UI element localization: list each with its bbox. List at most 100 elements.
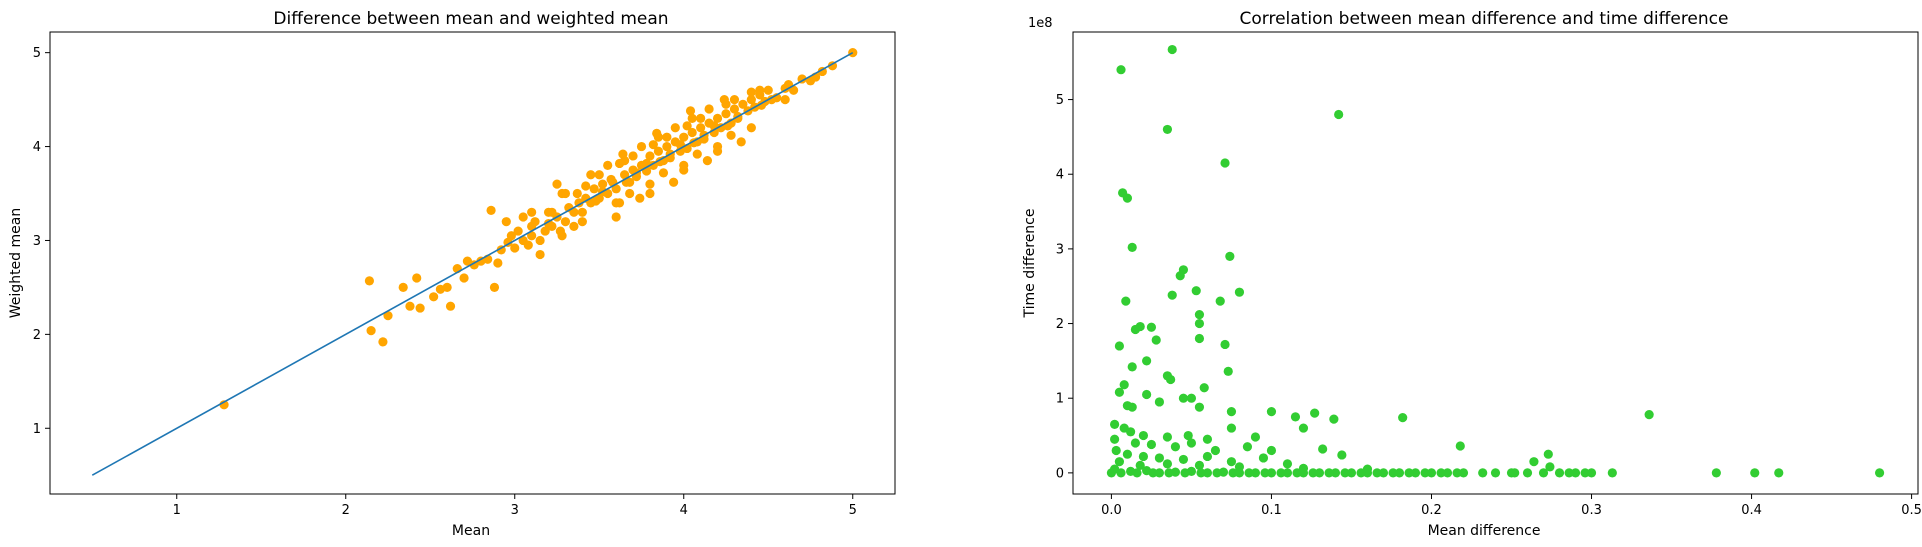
y-tick-label: 3	[33, 234, 41, 249]
scatter-point	[1151, 335, 1161, 345]
scatter-point	[535, 235, 545, 246]
scatter-point	[658, 168, 669, 178]
x-tick-label: 3	[511, 503, 519, 518]
scatter-point	[721, 109, 731, 119]
scatter-point	[510, 243, 520, 253]
scatter-point	[1452, 468, 1462, 478]
scatter-point	[746, 87, 756, 97]
scatter-point	[1276, 468, 1286, 478]
scatter-point	[527, 207, 537, 217]
chart-right-title: Correlation between mean difference and …	[1240, 9, 1729, 29]
scatter-point	[603, 160, 613, 170]
scatter-point	[1282, 459, 1293, 469]
scatter-point	[1266, 468, 1277, 478]
scatter-point	[429, 292, 439, 302]
scatter-point	[670, 123, 680, 133]
scatter-point	[1162, 124, 1173, 135]
scatter-point	[1122, 449, 1133, 459]
scatter-point	[628, 151, 638, 161]
scatter-point	[523, 240, 533, 250]
scatter-point	[1266, 445, 1277, 456]
scatter-point	[1223, 366, 1233, 376]
scatter-point	[1194, 460, 1205, 470]
scatter-point	[1337, 450, 1347, 460]
scatter-point	[1292, 468, 1302, 478]
scatter-point	[1538, 468, 1549, 478]
scatter-point	[445, 301, 456, 311]
chart-right-offset-text: 1e8	[1028, 16, 1053, 31]
scatter-point	[1362, 468, 1373, 478]
scatter-point	[489, 282, 500, 293]
x-tick-label: 0.2	[1421, 503, 1442, 518]
scatter-point	[1394, 468, 1405, 478]
scatter-point	[1146, 439, 1157, 450]
scatter-point	[547, 207, 557, 217]
chart-right-frame	[1072, 31, 1919, 495]
scatter-point	[398, 282, 408, 293]
scatter-point	[1186, 393, 1197, 403]
chart-left: Difference between mean and weighted mea…	[8, 9, 896, 539]
y-tick-label: 2	[1056, 317, 1064, 332]
scatter-point	[1162, 459, 1173, 469]
scatter-point	[1228, 468, 1238, 478]
scatter-point	[1750, 468, 1760, 478]
scatter-point	[1142, 356, 1152, 366]
scatter-point	[648, 140, 658, 150]
scatter-point	[1242, 442, 1253, 452]
scatter-point	[1308, 468, 1318, 478]
scatter-point	[1122, 193, 1133, 203]
scatter-point	[729, 95, 740, 105]
scatter-point	[459, 273, 469, 283]
scatter-point	[1258, 453, 1269, 463]
y-tick-label: 2	[33, 328, 41, 343]
scatter-point	[1167, 290, 1177, 300]
scatter-point	[1310, 408, 1320, 418]
scatter-point	[586, 170, 596, 180]
scatter-point	[1166, 374, 1176, 385]
scatter-point	[687, 127, 697, 138]
scatter-point	[493, 258, 503, 268]
scatter-point	[1148, 468, 1158, 478]
scatter-point	[645, 188, 655, 199]
scatter-point	[577, 207, 587, 217]
scatter-point	[1346, 468, 1357, 478]
scatter-point	[704, 104, 714, 114]
scatter-point	[1114, 341, 1125, 351]
scatter-point	[1250, 468, 1261, 478]
scatter-point	[513, 226, 523, 236]
scatter-point	[1490, 468, 1501, 478]
y-tick-label: 4	[1056, 168, 1064, 183]
scatter-point	[1329, 414, 1339, 424]
x-tick-label: 2	[342, 503, 350, 518]
scatter-point	[702, 156, 713, 166]
scatter-point	[625, 188, 635, 199]
scatter-point	[1570, 468, 1581, 478]
scatter-point	[712, 146, 723, 156]
scatter-point	[1234, 468, 1245, 478]
chart-right: Correlation between mean difference and …	[1022, 9, 1922, 539]
scatter-point	[1436, 468, 1446, 478]
y-tick-label: 4	[33, 140, 41, 155]
scatter-point	[1119, 380, 1129, 390]
scatter-point	[577, 217, 587, 227]
scatter-point	[712, 113, 723, 123]
scatter-point	[1250, 432, 1261, 442]
scatter-point	[662, 132, 672, 142]
scatter-point	[560, 217, 571, 227]
scatter-point	[1266, 407, 1277, 417]
scatter-point	[1154, 397, 1165, 407]
scatter-point	[1202, 451, 1213, 462]
scatter-point	[611, 212, 621, 222]
scatter-point	[462, 256, 473, 266]
y-tick-label: 5	[33, 46, 41, 61]
scatter-point	[1220, 158, 1230, 168]
scatter-point	[1135, 460, 1145, 470]
y-tick-label: 0	[1056, 466, 1064, 481]
scatter-point	[1398, 413, 1408, 423]
scatter-point	[557, 231, 567, 241]
scatter-point	[1564, 468, 1574, 478]
scatter-point	[1178, 393, 1189, 403]
x-tick-label: 0.3	[1581, 503, 1602, 518]
scatter-point	[1212, 468, 1222, 478]
